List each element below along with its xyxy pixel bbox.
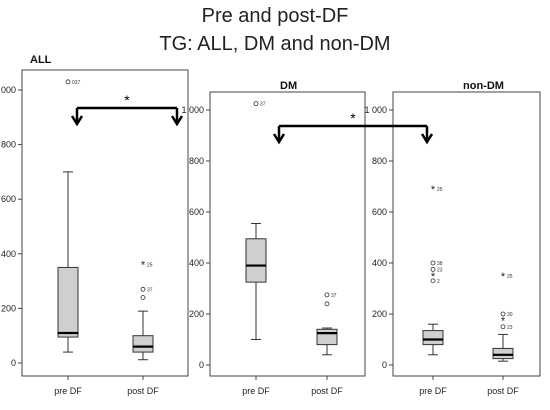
y-tick-label: 800 xyxy=(189,156,204,166)
outlier-label: 037 xyxy=(72,80,81,86)
outlier-point xyxy=(140,286,146,292)
outlier-point xyxy=(430,278,436,284)
panel-title: DM xyxy=(280,80,297,92)
outlier-star: * xyxy=(431,184,436,196)
y-tick-label: 800 xyxy=(372,156,387,166)
panel-frame-1 xyxy=(209,91,366,377)
outlier-point xyxy=(324,301,330,307)
outlier-label: 23 xyxy=(437,267,443,273)
panel-title: ALL xyxy=(30,54,52,66)
outlier-point xyxy=(253,101,259,107)
y-tick-label: 600 xyxy=(189,207,204,217)
outlier-point xyxy=(430,260,436,266)
outlier-label: 25 xyxy=(507,274,513,280)
x-tick-label: post DF xyxy=(311,386,343,396)
panel-frame-0 xyxy=(21,69,189,377)
outlier-label: 25 xyxy=(147,263,153,269)
x-tick-label: pre DF xyxy=(419,386,447,396)
y-tick-label: 400 xyxy=(1,249,16,259)
outlier-star: * xyxy=(431,271,436,283)
outlier-star: * xyxy=(141,260,146,272)
outlier-label: 37 xyxy=(331,293,337,299)
x-tick-label: post DF xyxy=(127,386,159,396)
outlier-label: 37 xyxy=(260,102,266,108)
panel-frame-2 xyxy=(392,91,541,377)
outlier-point xyxy=(500,324,506,330)
y-tick-label: 600 xyxy=(1,194,16,204)
chart-title-line2: TG: ALL, DM and non-DM xyxy=(159,33,391,55)
x-tick-label: pre DF xyxy=(242,386,270,396)
significance-bracket-dm-nondm-star: * xyxy=(350,110,356,126)
y-tick-label: 400 xyxy=(372,258,387,268)
outlier-label: 2 xyxy=(437,279,440,285)
outlier-label: 38 xyxy=(437,261,443,267)
y-tick-label: 600 xyxy=(372,207,387,217)
y-tick-label: 1 000 xyxy=(364,105,387,115)
outlier-point xyxy=(65,79,71,85)
y-tick-label: 1 000 xyxy=(181,105,204,115)
y-tick-label: 200 xyxy=(372,309,387,319)
outlier-point xyxy=(500,311,506,317)
outlier-label: 30 xyxy=(507,312,513,318)
outlier-point xyxy=(324,292,330,298)
panel-title: non-DM xyxy=(463,80,504,92)
box-iqr xyxy=(492,347,514,360)
significance-bracket-all-arrow xyxy=(170,115,184,127)
outlier-label: 23 xyxy=(507,325,513,331)
y-tick-label: 200 xyxy=(189,309,204,319)
outlier-label: 37 xyxy=(147,287,153,293)
x-tick-label: post DF xyxy=(487,386,519,396)
box-iqr xyxy=(245,238,267,283)
y-tick-label: 200 xyxy=(1,303,16,313)
outlier-star: * xyxy=(501,271,506,283)
y-tick-label: 400 xyxy=(189,258,204,268)
box-iqr xyxy=(316,328,338,346)
y-tick-label: 0 xyxy=(11,358,16,368)
x-tick-label: pre DF xyxy=(54,386,82,396)
y-tick-label: 0 xyxy=(382,360,387,370)
box-iqr xyxy=(57,266,79,338)
significance-bracket-all-star: * xyxy=(124,92,130,108)
outlier-label: 25 xyxy=(437,187,443,193)
outlier-star: * xyxy=(501,315,506,327)
chart-title-line1: Pre and post-DF xyxy=(201,5,349,27)
significance-bracket-all-arrow xyxy=(70,115,84,127)
y-tick-label: 1 000 xyxy=(0,85,16,95)
y-tick-label: 0 xyxy=(199,360,204,370)
outlier-point xyxy=(430,266,436,272)
box-iqr xyxy=(132,335,154,353)
y-tick-label: 800 xyxy=(1,140,16,150)
significance-bracket-dm-nondm-arrow xyxy=(272,133,286,145)
outlier-point xyxy=(140,295,146,300)
box-iqr xyxy=(422,330,444,346)
significance-bracket-dm-nondm-arrow xyxy=(420,133,434,145)
